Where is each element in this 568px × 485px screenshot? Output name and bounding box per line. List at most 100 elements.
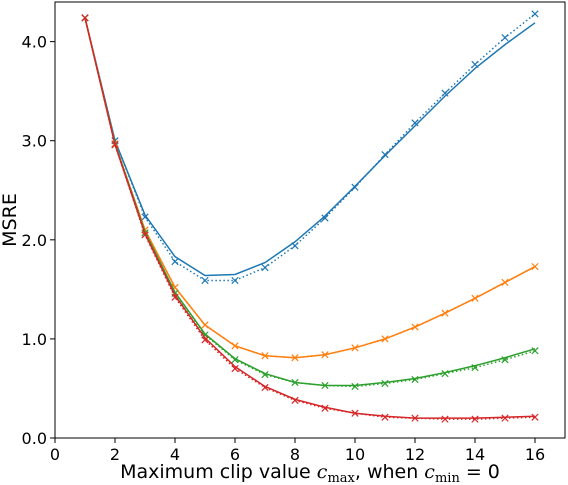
x-marker-stroke [261,263,269,272]
series-1-point [231,342,239,350]
series-0-dotted-line [84,13,536,282]
series-2-point [411,375,419,384]
series-2-point [531,347,539,355]
series-1-point [321,351,329,359]
x-axis-label-text: Maximum clip value [120,461,317,483]
series-1-point [501,278,509,287]
x-marker-stroke [441,415,449,423]
x-axis-label-var2: c [424,461,435,483]
series-2-point [351,382,359,391]
series-3-point [531,413,539,421]
x-marker-stroke [201,336,209,344]
series-1-dotted-line [84,17,536,359]
series-0-solid-line [84,17,536,277]
x-axis-label-sub-max: max [327,471,355,485]
x-marker-stroke [141,231,149,239]
x-marker-stroke [471,294,479,302]
series-3-point [411,414,419,422]
x-marker-stroke [411,119,419,127]
x-marker-stroke [81,14,89,22]
x-axis-label-sub-min: min [435,471,460,485]
x-marker-stroke [411,414,419,422]
x-axis-label-end: = 0 [460,461,500,483]
series-0-point [171,257,179,266]
x-marker-stroke [471,364,479,372]
series-0-point [471,60,479,69]
series-0-point [201,276,209,285]
series-3-point [351,409,359,417]
y-tick-label: 2.0 [22,231,47,250]
x-marker-stroke [141,213,149,221]
series-3-point [291,396,299,404]
x-marker-stroke [381,413,389,421]
series-layer [81,10,539,423]
x-marker-stroke [321,404,329,412]
y-tick-label: 0.0 [22,429,47,448]
series-1-point [381,335,389,343]
x-marker-stroke [531,262,539,271]
series-3-point [171,293,179,301]
x-marker-stroke [531,347,539,355]
x-marker-stroke [471,415,479,423]
y-axis-label: MSRE [0,193,21,247]
series-0-point [351,183,359,191]
x-marker-stroke [321,214,329,222]
x-marker-stroke [381,150,389,159]
y-tick-label: 3.0 [22,132,47,151]
x-tick-label: 14 [465,445,485,464]
x-marker-stroke [471,60,479,69]
series-2-point [291,378,299,387]
series-3-point [201,336,209,344]
series-1-point [351,344,359,352]
series-3-point [501,414,509,422]
series-1-point [411,323,419,331]
x-marker-stroke [411,323,419,331]
series-2-point [501,356,509,364]
x-tick-label: 4 [170,445,180,464]
series-3-point [321,404,329,412]
y-tick-label: 4.0 [22,33,47,52]
x-tick-label: 10 [345,445,365,464]
series-0-point [321,214,329,222]
series-0-point [291,242,299,250]
x-tick-label: 0 [50,445,60,464]
series-1-point [531,262,539,271]
x-marker-stroke [531,413,539,421]
x-marker-stroke [231,356,239,364]
series-3-point [231,365,239,373]
series-0-point [141,213,149,221]
x-marker-stroke [171,293,179,301]
x-marker-stroke [321,351,329,359]
series-2-point [471,364,479,372]
series-0-point [411,119,419,127]
x-tick-label: 8 [290,445,300,464]
series-1-point [261,352,269,360]
x-axis-label: Maximum clip value cmax, when cmin = 0 [120,461,500,485]
plot-area [54,1,566,439]
x-marker-stroke [291,378,299,387]
x-axis: 0 2 4 6 8 10 12 14 16 [50,438,545,464]
x-marker-stroke [501,356,509,364]
x-marker-stroke [411,375,419,384]
x-marker-stroke [261,383,269,392]
x-marker-stroke [351,382,359,391]
series-1-point [441,309,449,317]
x-marker-stroke [351,409,359,417]
x-tick-label: 12 [405,445,425,464]
series-3-solid-line [84,17,536,419]
x-marker-stroke [531,10,539,18]
series-1-point [471,294,479,302]
x-marker-stroke [501,278,509,287]
series-2-point [321,381,329,390]
series-0-point [381,150,389,159]
x-tick-label: 2 [110,445,120,464]
series-0-point [531,10,539,18]
x-marker-stroke [351,183,359,191]
x-marker-stroke [501,34,509,42]
series-3-point [381,413,389,421]
x-marker-stroke [441,89,449,97]
x-marker-stroke [381,379,389,388]
series-0-point [261,263,269,272]
x-marker-stroke [261,352,269,360]
